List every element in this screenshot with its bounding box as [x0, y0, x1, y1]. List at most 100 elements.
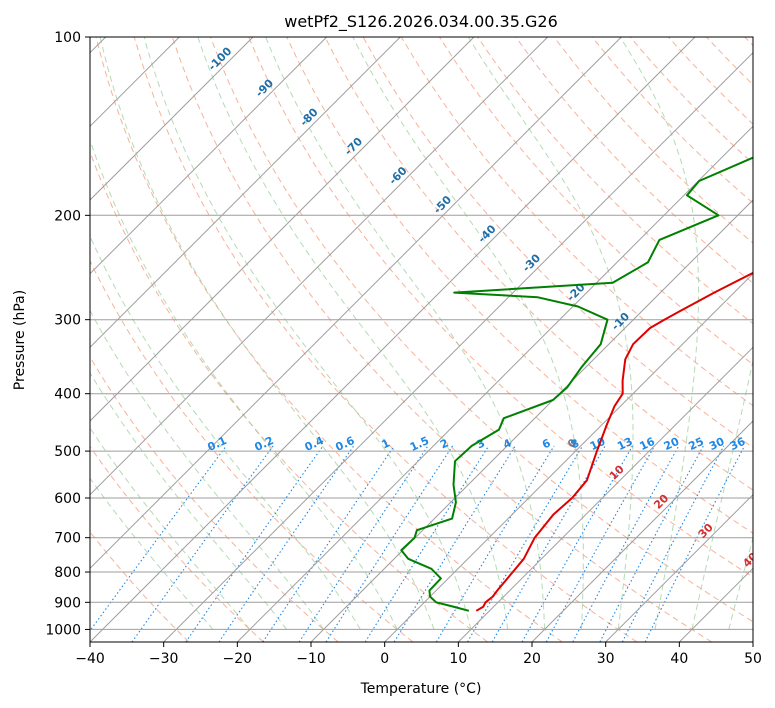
y-tick-label: 800 — [54, 565, 81, 581]
mixing-ratio-line — [325, 445, 454, 642]
isotherm — [90, 37, 696, 642]
mixing-ratio-line — [435, 445, 555, 642]
moist-adiabat — [90, 477, 214, 630]
mixing-ratio-label: 8 — [569, 436, 581, 451]
x-tick-label: 40 — [670, 651, 688, 667]
y-tick-label: 700 — [54, 531, 81, 547]
mixing-ratio-label: 16 — [638, 435, 658, 453]
isotherm-label: -50 — [431, 193, 454, 216]
dry-adiabat — [553, 37, 753, 244]
mixing-ratio-line — [545, 445, 656, 642]
dry-adiabat — [90, 356, 339, 642]
moist-adiabat — [143, 37, 472, 630]
plot-frame — [89, 36, 754, 643]
moist-adiabat — [90, 138, 398, 630]
mixing-ratio-line — [185, 445, 324, 642]
chart-title: wetPf2_S126.2026.034.00.35.G26 — [284, 12, 558, 32]
dry-adiabat — [95, 37, 563, 642]
isotherm — [236, 125, 753, 642]
isotherm-label: -40 — [475, 222, 498, 245]
isotherm-label: -80 — [297, 105, 320, 128]
y-axis-title: Pressure (hPa) — [12, 290, 28, 390]
isotherm-label: -100 — [206, 44, 235, 73]
isotherm — [90, 37, 328, 275]
isotherm-label: -10 — [609, 310, 632, 333]
x-axis-title: Temperature (°C) — [360, 681, 482, 697]
moist-adiabat — [352, 37, 584, 630]
y-tick-label: 300 — [54, 313, 81, 329]
x-tick-label: 0 — [380, 651, 389, 667]
x-axis: −40 −30 −20 −10 0 10 20 30 40 50 — [75, 642, 762, 667]
sounding-traces — [400, 156, 753, 612]
isotherm — [90, 37, 254, 201]
moist-adiabat — [467, 37, 634, 630]
mixing-ratio-line — [90, 445, 227, 632]
mixing-ratio-label: 36 — [728, 435, 748, 453]
isotherm — [678, 567, 753, 642]
dry-adiabat — [171, 37, 712, 642]
moist-adiabat — [197, 37, 509, 630]
isotherm — [384, 272, 753, 642]
dry-adiabat — [90, 531, 190, 642]
mixing-ratio-line — [521, 445, 633, 642]
mixing-ratio-line — [131, 445, 274, 642]
isotherm — [605, 493, 753, 642]
dry-adiabat — [286, 37, 753, 534]
grid-lines — [90, 37, 753, 642]
mixing-ratio-line — [621, 445, 725, 642]
mixing-ratio-label: 13 — [615, 435, 634, 453]
isotherm — [457, 346, 753, 642]
dry-adiabat — [668, 37, 753, 125]
moist-adiabat — [90, 309, 324, 630]
x-tick-label: −30 — [149, 651, 179, 667]
y-tick-label: 1000 — [45, 622, 81, 638]
isotherm — [90, 37, 401, 349]
mixing-ratio-label: 1 — [380, 436, 392, 451]
moist-adiabat — [99, 37, 435, 630]
x-tick-label: −20 — [223, 651, 253, 667]
temperature-trace — [475, 271, 753, 612]
mixing-ratio-label: 4 — [501, 436, 514, 451]
y-tick-label: 200 — [54, 208, 81, 224]
isotherm — [752, 641, 753, 642]
mixing-ratio-label: 6 — [540, 436, 553, 451]
x-tick-label: −10 — [296, 651, 326, 667]
isotherm — [90, 37, 549, 496]
moist-adiabat — [728, 536, 753, 630]
isotherm — [90, 37, 475, 422]
dry-adiabat — [133, 37, 638, 642]
mixing-ratio-line — [644, 445, 746, 642]
isotherm — [531, 420, 753, 642]
y-axis: 100 200 300 400 500 600 700 800 900 1000 — [45, 30, 90, 638]
x-tick-label: −40 — [75, 651, 105, 667]
moist-adiabat — [265, 37, 546, 630]
isotherm-label: -60 — [386, 164, 409, 187]
isotherm — [90, 37, 622, 570]
x-tick-label: 50 — [744, 651, 762, 667]
mixing-ratio-label: 25 — [687, 435, 706, 453]
moist-adiabat — [90, 371, 288, 630]
moist-adiabat — [619, 37, 699, 630]
isotherm-label: -90 — [253, 76, 276, 99]
dry-adiabat — [90, 259, 414, 642]
isotherm-label: 10 — [607, 462, 627, 482]
dry-adiabat — [210, 37, 753, 623]
dry-adiabat — [324, 37, 753, 491]
dry-adiabat — [90, 150, 488, 642]
dewpoint-trace — [400, 156, 753, 612]
y-tick-label: 400 — [54, 387, 81, 403]
isotherm — [163, 51, 753, 642]
dry-adiabat — [515, 37, 753, 284]
y-tick-label: 600 — [54, 491, 81, 507]
mixing-ratio-line — [262, 445, 395, 642]
isotherm-label: 20 — [651, 491, 671, 511]
y-tick-label: 100 — [54, 30, 81, 46]
mixing-ratio-label: 20 — [662, 435, 682, 453]
y-tick-label: 500 — [54, 444, 81, 460]
mixing-ratio-label: 10 — [588, 435, 608, 453]
dry-adiabat — [248, 37, 753, 578]
moist-adiabat — [90, 427, 251, 630]
mixing-ratio-label: 30 — [707, 435, 727, 453]
